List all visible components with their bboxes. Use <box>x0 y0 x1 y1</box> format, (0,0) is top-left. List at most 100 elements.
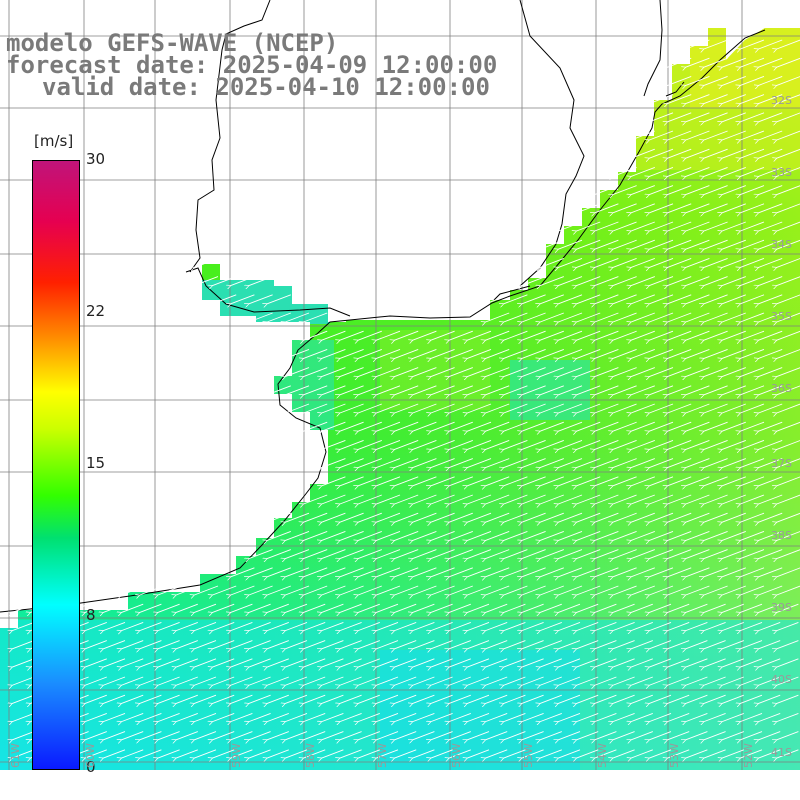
wind-arrow <box>667 458 692 468</box>
wind-arrow <box>285 640 308 649</box>
wind-arrow <box>285 676 308 685</box>
wind-arrow <box>613 476 637 486</box>
wind-arrow <box>722 257 746 267</box>
wind-arrow <box>485 458 510 468</box>
wind-arrow <box>249 585 273 595</box>
wind-arrow <box>704 640 726 649</box>
wind-arrow <box>449 621 471 630</box>
wind-arrow <box>685 640 708 649</box>
lon-label: 52W <box>742 743 755 768</box>
wind-arrow <box>503 694 526 703</box>
wind-arrow <box>613 512 637 522</box>
wind-arrow <box>758 276 783 286</box>
wind-arrow <box>740 530 765 540</box>
wind-arrow <box>649 185 674 195</box>
wind-arrow <box>103 712 126 721</box>
wind-arrow <box>649 731 672 740</box>
wind-arrow <box>267 640 289 649</box>
wind-arrow <box>522 439 546 449</box>
wind-arrow <box>631 439 655 449</box>
wind-arrow <box>776 676 799 685</box>
wind-arrow <box>285 585 310 595</box>
wind-arrow <box>522 749 544 758</box>
wind-arrow <box>667 166 692 176</box>
wind-arrow <box>303 603 326 612</box>
wind-arrow <box>340 348 364 358</box>
wind-arrow <box>776 440 800 449</box>
wind-arrow <box>158 731 180 740</box>
wind-arrow <box>540 676 562 685</box>
wind-arrow <box>431 694 453 703</box>
wind-arrow <box>576 567 601 577</box>
wind-arrow <box>649 603 672 612</box>
wind-arrow <box>576 585 601 595</box>
wind-arrow <box>576 494 601 504</box>
wind-arrow <box>613 621 635 630</box>
wind-arrow <box>503 312 528 322</box>
wind-arrow <box>576 239 601 249</box>
wind-arrow <box>412 385 437 395</box>
wind-arrow <box>740 112 765 122</box>
wind-arrow <box>613 494 637 504</box>
wind-arrow <box>576 458 601 468</box>
wind-arrow <box>613 530 637 540</box>
wind-arrow <box>230 712 253 721</box>
wind-arrow <box>467 367 492 377</box>
wind-arrow <box>685 130 710 140</box>
wind-arrow <box>631 203 655 213</box>
wind-arrow <box>540 658 562 667</box>
wind-arrow <box>667 203 692 213</box>
wind-arrow <box>649 94 674 104</box>
wind-arrow <box>340 494 364 504</box>
wind-arrow <box>412 330 437 340</box>
wind-arrow <box>667 312 692 322</box>
colorbar <box>32 160 80 770</box>
wind-arrow <box>176 585 200 595</box>
wind-arrow <box>358 549 382 559</box>
wind-arrow <box>540 403 564 413</box>
colorbar-tick-15: 15 <box>86 454 106 472</box>
wind-arrow <box>540 749 562 758</box>
wind-arrow <box>740 348 765 358</box>
wind-arrow <box>704 385 728 395</box>
wind-arrow <box>722 276 746 286</box>
wind-arrow <box>449 530 473 540</box>
wind-arrow <box>303 712 326 721</box>
wind-arrow <box>103 694 126 703</box>
wind-arrow <box>722 203 746 213</box>
wind-arrow <box>685 421 710 431</box>
wind-arrow <box>503 494 528 504</box>
wind-arrow <box>631 567 655 577</box>
wind-arrow <box>194 257 219 267</box>
wind-arrow <box>613 348 637 358</box>
wind-arrow <box>740 494 765 504</box>
wind-arrow <box>613 603 635 612</box>
wind-arrow <box>194 694 217 703</box>
colorbar-tick-22: 22 <box>86 302 106 320</box>
wind-arrow <box>503 731 526 740</box>
wind-arrow <box>667 421 692 431</box>
wind-arrow <box>558 676 581 685</box>
wind-arrow <box>558 658 581 667</box>
wind-arrow <box>249 567 273 577</box>
wind-arrow <box>631 385 655 395</box>
wind-arrow <box>576 694 599 703</box>
lat-label: 38S <box>771 529 792 542</box>
wind-arrow <box>412 676 435 685</box>
wind-arrow <box>449 749 471 758</box>
wind-arrow <box>758 458 783 468</box>
wind-arrow <box>358 585 382 595</box>
wind-arrow <box>594 330 619 340</box>
wind-arrow <box>776 167 800 176</box>
wind-arrow <box>467 530 492 540</box>
wind-arrow <box>594 385 619 395</box>
wind-arrow <box>303 640 326 649</box>
wind-arrow <box>685 221 710 231</box>
wind-arrow <box>358 330 382 340</box>
ocean-wind-field <box>0 28 800 770</box>
wind-arrow <box>594 403 619 413</box>
wind-arrow <box>249 731 271 740</box>
wind-arrow <box>522 712 544 721</box>
wind-arrow <box>722 294 746 304</box>
wind-arrow <box>722 694 744 703</box>
